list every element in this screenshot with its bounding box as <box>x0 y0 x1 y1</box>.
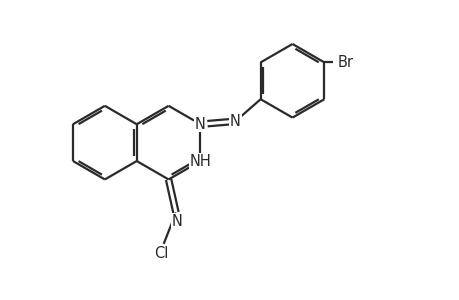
Text: NH: NH <box>189 154 211 169</box>
Text: N: N <box>195 117 206 132</box>
Text: N: N <box>230 114 241 129</box>
Text: Br: Br <box>337 55 353 70</box>
Text: N: N <box>171 214 182 229</box>
Text: Cl: Cl <box>154 246 168 261</box>
